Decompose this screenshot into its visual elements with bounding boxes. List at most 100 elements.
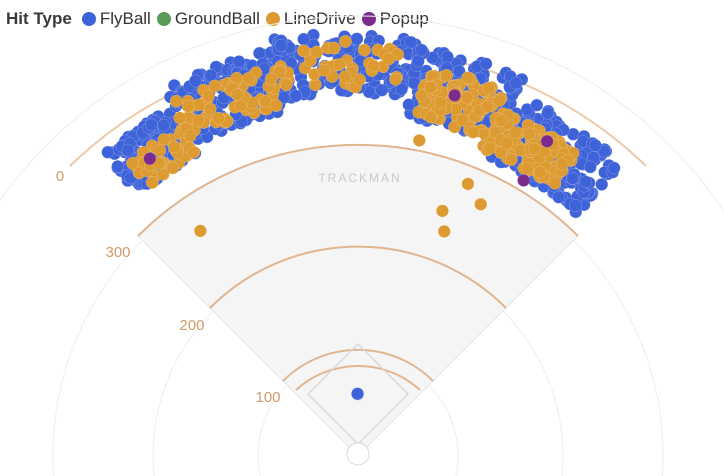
point-linedrive[interactable]	[166, 161, 180, 175]
point-popup[interactable]	[517, 173, 531, 187]
point-linedrive[interactable]	[332, 58, 346, 72]
point-flyball[interactable]	[569, 199, 583, 213]
point-linedrive[interactable]	[296, 44, 310, 58]
point-linedrive[interactable]	[424, 110, 438, 124]
point-linedrive[interactable]	[168, 140, 181, 154]
point-flyball[interactable]	[351, 387, 364, 401]
point-linedrive[interactable]	[460, 91, 474, 105]
point-flyball[interactable]	[509, 76, 523, 90]
point-flyball[interactable]	[530, 98, 544, 112]
point-flyball[interactable]	[552, 190, 566, 204]
point-linedrive[interactable]	[327, 41, 341, 55]
point-linedrive[interactable]	[423, 81, 437, 95]
point-linedrive[interactable]	[500, 136, 514, 150]
point-linedrive[interactable]	[548, 176, 562, 190]
point-flyball[interactable]	[566, 171, 579, 185]
point-flyball[interactable]	[452, 64, 466, 78]
point-flyball[interactable]	[583, 160, 597, 174]
point-linedrive[interactable]	[203, 102, 217, 116]
point-linedrive[interactable]	[482, 81, 496, 95]
point-linedrive[interactable]	[317, 63, 331, 77]
point-popup[interactable]	[448, 88, 462, 102]
point-linedrive[interactable]	[338, 35, 352, 48]
point-linedrive[interactable]	[461, 71, 475, 85]
point-flyball[interactable]	[607, 161, 621, 175]
point-flyball[interactable]	[597, 144, 611, 158]
point-linedrive[interactable]	[435, 204, 449, 218]
point-linedrive[interactable]	[494, 113, 508, 127]
point-flyball[interactable]	[232, 55, 246, 69]
point-linedrive[interactable]	[527, 142, 541, 156]
point-linedrive[interactable]	[303, 54, 317, 68]
point-flyball[interactable]	[121, 143, 135, 157]
point-linedrive[interactable]	[412, 133, 426, 147]
point-flyball[interactable]	[274, 39, 288, 52]
point-linedrive[interactable]	[230, 88, 244, 101]
point-linedrive[interactable]	[202, 89, 215, 103]
point-linedrive[interactable]	[434, 96, 448, 110]
point-linedrive[interactable]	[310, 45, 324, 59]
legend-item-groundball[interactable]: GroundBall	[156, 9, 260, 29]
point-linedrive[interactable]	[367, 59, 381, 73]
point-flyball[interactable]	[289, 89, 303, 103]
point-linedrive[interactable]	[521, 162, 535, 176]
point-linedrive[interactable]	[338, 70, 352, 84]
point-flyball[interactable]	[402, 98, 416, 112]
point-linedrive[interactable]	[193, 224, 207, 238]
point-linedrive[interactable]	[357, 43, 371, 57]
point-linedrive[interactable]	[192, 98, 206, 112]
point-linedrive[interactable]	[145, 176, 159, 189]
point-linedrive[interactable]	[493, 94, 506, 107]
point-linedrive[interactable]	[234, 99, 248, 113]
point-linedrive[interactable]	[483, 142, 497, 155]
point-popup[interactable]	[540, 134, 554, 148]
point-linedrive[interactable]	[353, 73, 366, 87]
point-linedrive[interactable]	[153, 144, 167, 157]
point-flyball[interactable]	[157, 118, 171, 132]
point-flyball[interactable]	[595, 177, 609, 191]
point-linedrive[interactable]	[481, 100, 494, 113]
point-linedrive[interactable]	[264, 72, 278, 86]
point-flyball[interactable]	[479, 57, 493, 71]
point-flyball[interactable]	[395, 82, 409, 96]
point-linedrive[interactable]	[192, 114, 205, 128]
point-flyball[interactable]	[375, 83, 389, 97]
point-linedrive[interactable]	[504, 153, 518, 167]
point-linedrive[interactable]	[173, 111, 187, 125]
point-flyball[interactable]	[144, 118, 158, 132]
point-flyball[interactable]	[541, 106, 555, 120]
point-linedrive[interactable]	[456, 113, 469, 127]
point-flyball[interactable]	[350, 32, 364, 46]
point-flyball[interactable]	[411, 54, 425, 68]
legend-item-flyball[interactable]: FlyBall	[81, 9, 151, 29]
point-linedrive[interactable]	[269, 99, 283, 112]
point-linedrive[interactable]	[241, 71, 255, 85]
point-linedrive[interactable]	[440, 68, 454, 82]
point-flyball[interactable]	[588, 138, 602, 152]
point-linedrive[interactable]	[466, 125, 480, 139]
point-linedrive[interactable]	[437, 224, 451, 238]
point-flyball[interactable]	[111, 160, 125, 173]
point-linedrive[interactable]	[415, 88, 429, 102]
point-linedrive[interactable]	[183, 129, 197, 143]
point-linedrive[interactable]	[522, 127, 536, 141]
point-flyball[interactable]	[297, 32, 311, 46]
point-linedrive[interactable]	[533, 165, 547, 179]
point-linedrive[interactable]	[169, 94, 183, 108]
point-linedrive[interactable]	[208, 79, 222, 93]
point-linedrive[interactable]	[461, 177, 475, 191]
point-linedrive[interactable]	[273, 65, 286, 79]
point-linedrive[interactable]	[474, 197, 488, 211]
point-linedrive[interactable]	[187, 145, 201, 159]
point-linedrive[interactable]	[157, 133, 171, 147]
point-linedrive[interactable]	[555, 157, 569, 171]
point-popup[interactable]	[143, 152, 157, 166]
point-flyball[interactable]	[188, 74, 202, 88]
point-flyball[interactable]	[204, 68, 218, 82]
point-linedrive[interactable]	[382, 52, 396, 66]
point-flyball[interactable]	[252, 46, 266, 60]
point-linedrive[interactable]	[389, 72, 403, 86]
point-linedrive[interactable]	[181, 99, 195, 113]
point-flyball[interactable]	[101, 145, 115, 159]
point-flyball[interactable]	[415, 43, 429, 57]
